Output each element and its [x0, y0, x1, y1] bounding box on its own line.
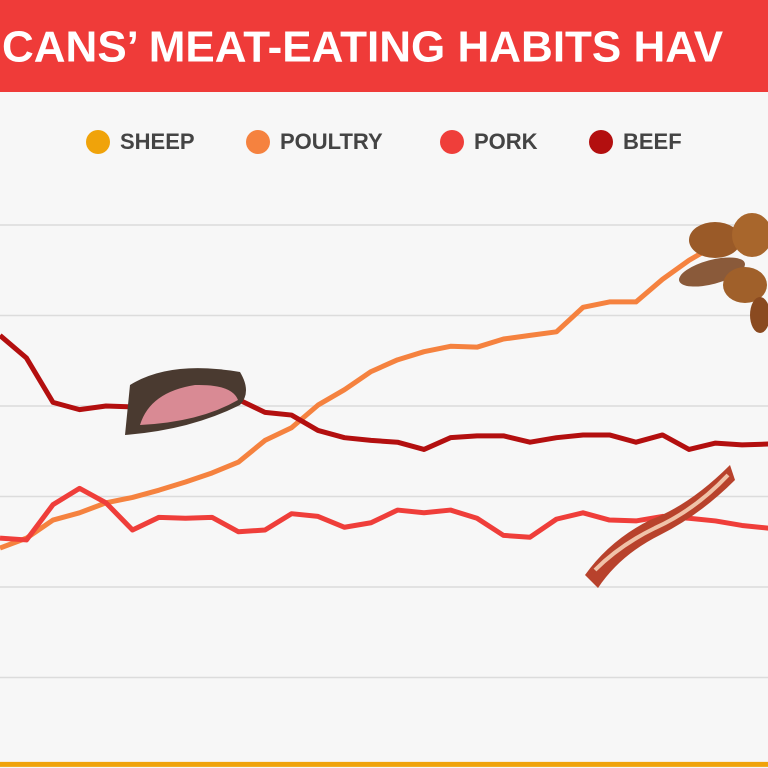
legend-label: BEEF [623, 129, 682, 154]
legend-swatch [246, 130, 270, 154]
header-band [0, 0, 768, 92]
legend-label: PORK [474, 129, 538, 154]
legend-label: POULTRY [280, 129, 383, 154]
chart-title: CANS’ MEAT-EATING HABITS HAV [2, 23, 724, 72]
legend: SHEEP POULTRY PORK BEEF [86, 129, 682, 154]
legend-swatch [86, 130, 110, 154]
legend-swatch [440, 130, 464, 154]
series-line [0, 485, 768, 543]
bacon-image [585, 465, 735, 588]
decorations [125, 213, 768, 588]
steak-image [125, 368, 246, 435]
series-line [0, 227, 768, 551]
legend-swatch [589, 130, 613, 154]
wings-image [679, 213, 768, 333]
legend-label: SHEEP [120, 129, 195, 154]
